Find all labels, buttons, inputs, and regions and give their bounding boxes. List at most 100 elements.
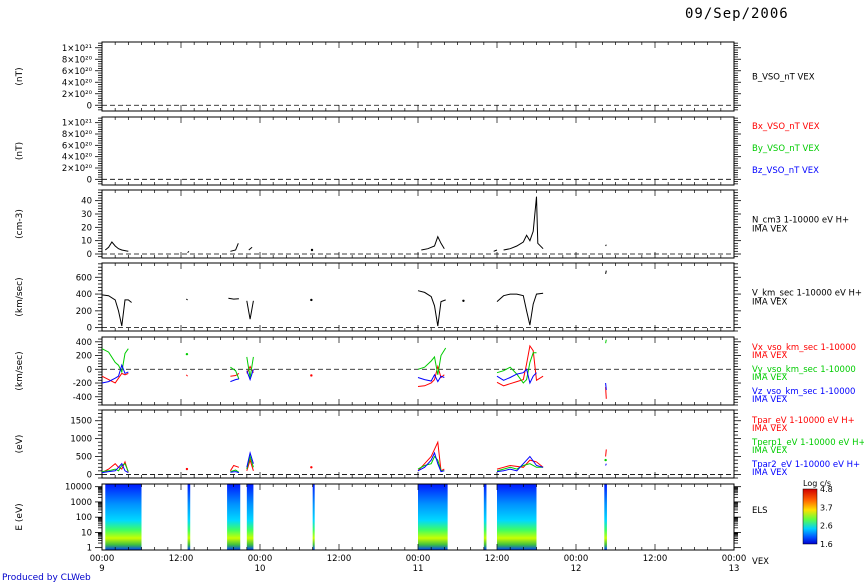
y-tick-label: 600 <box>76 273 92 283</box>
panel-5: 400 200 0 -200 -400 (km/sec) Vx_vso_km_sec 1-1… <box>15 336 856 406</box>
colorbar <box>802 488 818 545</box>
panel-frame <box>101 41 735 112</box>
y-tick-label: 2×10²⁰ <box>62 90 93 100</box>
series-line <box>230 366 240 380</box>
y-tick-label: 4×10²⁰ <box>62 153 93 163</box>
panel-7: Log c/s4.8 3.7 2.6 1.6 10000 1000 100 10 1 E (eV)… <box>15 479 833 567</box>
series-label: Tperp1_eV 1-10000 eV H+ <box>751 438 864 448</box>
series-line <box>101 294 132 327</box>
y-axis-label: (cm-3) <box>15 209 25 239</box>
y-tick-label: 400 <box>76 338 92 348</box>
x-day-label: 9 <box>99 564 104 574</box>
credit-text: Produced by CLWeb <box>2 573 91 583</box>
series-line <box>101 363 129 384</box>
spectrogram-block <box>483 484 487 550</box>
panel-3: 40 30 20 10 0 (cm-3) N_cm3 1-10000 eV H+IMA VE… <box>15 189 849 260</box>
series-label: IMA VEX <box>752 373 788 383</box>
series-label: VEX <box>752 557 769 567</box>
series-line <box>246 454 254 470</box>
y-tick-label: 0 <box>87 470 92 480</box>
spectrogram-block <box>604 484 607 550</box>
spectrogram-block <box>497 484 537 550</box>
y-tick-label: 500 <box>76 453 92 463</box>
series-line <box>417 347 447 375</box>
series-label: IMA VEX <box>752 424 788 434</box>
y-tick-label: 400 <box>76 290 92 300</box>
y-tick-label: 1×10²¹ <box>62 44 92 54</box>
x-tick-label: 00:00 <box>90 554 115 564</box>
series-line <box>230 471 240 474</box>
series-label: Tpar_eV 1-10000 eV H+ <box>751 416 855 426</box>
series-label: IMA VEX <box>752 225 788 235</box>
y-tick-label: 0 <box>87 324 92 334</box>
y-tick-label: -200 <box>73 379 92 389</box>
series-line <box>248 246 253 251</box>
x-tick-label: 00:00 <box>406 554 431 564</box>
y-tick-label: 200 <box>76 307 92 317</box>
y-tick-label: 10 <box>81 237 92 247</box>
data-point <box>185 467 189 471</box>
series-line <box>228 297 239 300</box>
series-label: ELS <box>752 506 768 516</box>
series-line <box>496 352 537 384</box>
series-label: IMA VEX <box>752 395 788 405</box>
series-label: Bx_VSO_nT VEX <box>752 122 820 132</box>
series-line <box>104 241 129 252</box>
series-line <box>101 372 129 384</box>
data-point <box>310 248 314 252</box>
x-day-label: 12 <box>571 564 582 574</box>
y-tick-label: 30 <box>81 210 92 220</box>
series-line <box>186 298 188 301</box>
x-tick-label: 12:00 <box>169 554 194 564</box>
y-tick-label: 40 <box>81 197 92 207</box>
series-line <box>421 235 445 251</box>
x-tick-label: 00:00 <box>722 554 747 564</box>
y-tick-label: 1×10²¹ <box>62 119 92 129</box>
series-line <box>605 339 607 344</box>
series-line <box>230 372 240 377</box>
x-tick-label: 12:00 <box>643 554 668 564</box>
series-line <box>101 462 129 473</box>
spectrogram-block <box>312 484 315 550</box>
panel-frame <box>101 116 735 186</box>
series-line <box>417 373 445 383</box>
data-point <box>462 299 465 302</box>
plot-date: 09/Sep/2006 <box>685 6 789 22</box>
series-label: Bz_VSO_nT VEX <box>752 166 819 176</box>
series-label: N_cm3 1-10000 eV H+ <box>752 216 849 226</box>
panel-4: 600 400 200 0 (km/sec) V_km_sec 1-10000 eV H+… <box>15 262 862 334</box>
series-label: Vz_vso_km_sec 1-10000 <box>752 387 855 397</box>
x-day-label: 10 <box>255 564 266 574</box>
series-line <box>605 270 607 275</box>
y-tick-label: 0 <box>87 101 92 111</box>
panel-frame <box>101 189 735 259</box>
spectrogram-block <box>105 484 142 550</box>
y-tick-label: 1000 <box>70 435 92 445</box>
colorbar-tick-label: 1.6 <box>820 540 833 549</box>
colorbar-tick-label: 4.8 <box>820 485 833 494</box>
spectrogram-block <box>418 484 448 550</box>
series-line <box>246 356 254 378</box>
series-line <box>493 249 498 252</box>
data-point <box>185 352 189 356</box>
y-tick-label: 1 <box>87 544 92 554</box>
x-tick-label: 00:00 <box>564 554 589 564</box>
series-line <box>496 368 537 385</box>
series-line <box>230 469 240 473</box>
series-line <box>417 451 445 473</box>
series-label: Tpar2_eV 1-10000 eV H+ <box>751 460 860 470</box>
series-line <box>246 458 254 471</box>
y-axis-label: (nT) <box>15 142 25 160</box>
y-tick-label: 8×10²⁰ <box>62 130 93 140</box>
y-tick-label: 0 <box>87 250 92 260</box>
series-label: IMA VEX <box>752 351 788 361</box>
series-label: B_VSO_nT VEX <box>752 73 815 83</box>
y-tick-label: 6×10²⁰ <box>62 141 93 151</box>
y-tick-label: 10000 <box>65 483 92 493</box>
series-label: By_VSO_nT VEX <box>752 144 820 154</box>
panel-frame <box>101 336 735 406</box>
x-day-label: 13 <box>729 564 740 574</box>
series-label: IMA VEX <box>752 446 788 456</box>
